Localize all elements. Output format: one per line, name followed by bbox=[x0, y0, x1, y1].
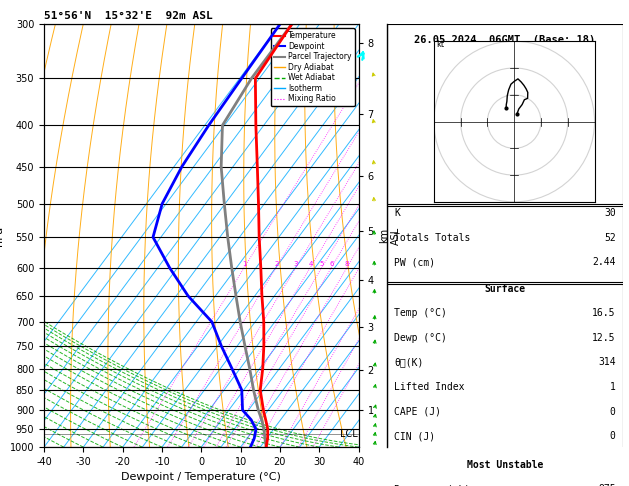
Text: Surface: Surface bbox=[484, 284, 525, 294]
Bar bbox=[387, 284, 623, 455]
Text: 1: 1 bbox=[610, 382, 616, 392]
Bar bbox=[387, 206, 623, 282]
Text: 26.05.2024  06GMT  (Base: 18): 26.05.2024 06GMT (Base: 18) bbox=[414, 35, 596, 45]
Text: 2.44: 2.44 bbox=[592, 257, 616, 267]
Text: CIN (J): CIN (J) bbox=[394, 431, 435, 441]
Y-axis label: hPa: hPa bbox=[0, 226, 4, 246]
X-axis label: Dewpoint / Temperature (°C): Dewpoint / Temperature (°C) bbox=[121, 472, 281, 483]
Text: 0: 0 bbox=[610, 431, 616, 441]
Text: 2: 2 bbox=[274, 261, 279, 267]
Text: 52: 52 bbox=[604, 233, 616, 243]
Bar bbox=[387, 460, 623, 486]
Text: K: K bbox=[394, 208, 400, 218]
Text: 1: 1 bbox=[242, 261, 247, 267]
Text: 314: 314 bbox=[598, 358, 616, 367]
Legend: Temperature, Dewpoint, Parcel Trajectory, Dry Adiabat, Wet Adiabat, Isotherm, Mi: Temperature, Dewpoint, Parcel Trajectory… bbox=[270, 28, 355, 106]
Text: 5: 5 bbox=[320, 261, 324, 267]
Text: θᴇ(K): θᴇ(K) bbox=[394, 358, 423, 367]
Text: Dewp (°C): Dewp (°C) bbox=[394, 333, 447, 343]
Text: 0: 0 bbox=[610, 406, 616, 417]
Text: Temp (°C): Temp (°C) bbox=[394, 309, 447, 318]
Text: Pressure (mb): Pressure (mb) bbox=[394, 485, 470, 486]
Text: LCL: LCL bbox=[340, 429, 357, 439]
Text: 12.5: 12.5 bbox=[592, 333, 616, 343]
Text: PW (cm): PW (cm) bbox=[394, 257, 435, 267]
Text: 4: 4 bbox=[308, 261, 313, 267]
Text: 975: 975 bbox=[598, 485, 616, 486]
Text: 16.5: 16.5 bbox=[592, 309, 616, 318]
Text: kt: kt bbox=[437, 39, 445, 49]
Text: 8: 8 bbox=[345, 261, 349, 267]
Text: Lifted Index: Lifted Index bbox=[394, 382, 464, 392]
Text: 6: 6 bbox=[330, 261, 334, 267]
Text: Most Unstable: Most Unstable bbox=[467, 460, 543, 470]
Text: 51°56'N  15°32'E  92m ASL: 51°56'N 15°32'E 92m ASL bbox=[44, 11, 213, 21]
Text: 30: 30 bbox=[604, 208, 616, 218]
Text: 3: 3 bbox=[294, 261, 298, 267]
Text: CAPE (J): CAPE (J) bbox=[394, 406, 441, 417]
Y-axis label: km
ASL: km ASL bbox=[379, 226, 401, 245]
Text: Totals Totals: Totals Totals bbox=[394, 233, 470, 243]
Bar bbox=[387, 24, 623, 204]
